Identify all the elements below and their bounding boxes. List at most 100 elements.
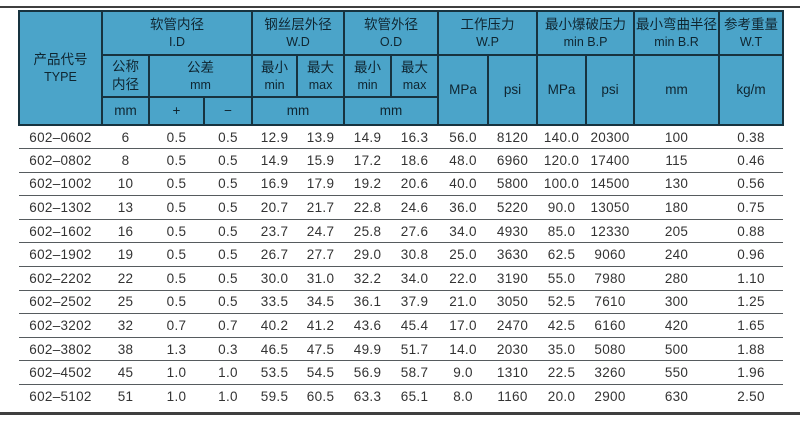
- value-cell: 500: [634, 337, 720, 362]
- product-code-cell: 602–5102: [29, 389, 92, 405]
- value-cell: 35.0: [537, 337, 587, 362]
- value-cell: 32: [102, 313, 149, 338]
- value-cell: 3190: [488, 266, 538, 291]
- value-cell: 630: [664, 389, 689, 405]
- value-cell: 1.25: [719, 290, 784, 315]
- header-wd-min-zh: 最小: [261, 60, 289, 76]
- value-cell: 0.5: [149, 290, 204, 315]
- value-cell: 6960: [488, 148, 538, 173]
- value-cell: 0.46: [719, 148, 784, 173]
- value-cell: 1.0: [204, 360, 253, 386]
- header-wt-en: W.T: [739, 34, 763, 49]
- table-header: 产品代号 TYPE 软管内径 I.D 钢丝层外径 W.D 软管外径 O.D 工作…: [18, 10, 785, 126]
- value-cell: 0.56: [719, 172, 784, 197]
- value-cell: 49.9: [344, 337, 392, 362]
- value-cell: 2030: [488, 337, 538, 362]
- value-cell: 20.0: [547, 389, 576, 405]
- value-cell: 10: [102, 172, 149, 197]
- table-row: 602–5102 51 1.0 1.0 59.5 60.5 63.3 65.1 8.0 1160 2…: [19, 385, 783, 409]
- value-cell: 8120: [488, 125, 538, 150]
- value-cell: 37.9: [391, 290, 439, 315]
- table-row: 602–0602 6 0.5 0.5 12.9 13.9 14.9 16.3 56.0 8120 1…: [19, 125, 784, 150]
- value-cell: 33.5: [252, 290, 298, 315]
- value-cell: 24.7: [297, 219, 345, 244]
- value-cell: 0.88: [719, 219, 784, 244]
- header-id-tolerance-line1: 公差: [187, 60, 215, 76]
- value-cell: 8.0: [453, 389, 473, 405]
- value-cell: 59.5: [260, 389, 289, 405]
- value-cell: 52.5: [537, 290, 587, 315]
- value-cell: 63.3: [353, 389, 382, 405]
- header-group-od: 软管外径 O.D: [343, 10, 440, 56]
- value-cell: 9.0: [438, 360, 489, 386]
- value-cell: 36.0: [438, 195, 489, 220]
- value-cell: 1.0: [218, 389, 238, 405]
- value-cell: 8: [102, 148, 149, 173]
- value-cell: 55.0: [537, 266, 587, 291]
- header-od-zh: 软管外径: [364, 17, 419, 33]
- value-cell: 51.7: [391, 337, 439, 362]
- value-cell: 2.50: [737, 389, 765, 405]
- value-cell: 7610: [586, 290, 635, 315]
- value-cell: 51: [117, 389, 134, 405]
- value-cell: 12.9: [252, 125, 298, 150]
- value-cell: 21.0: [438, 290, 489, 315]
- product-code-cell: 602–0602: [19, 125, 102, 150]
- value-cell: 1.3: [149, 337, 204, 362]
- header-wp-en: W.P: [476, 34, 499, 49]
- product-code-cell: 602–1002: [19, 172, 102, 197]
- header-group-wd: 钢丝层外径 W.D: [251, 10, 346, 56]
- header-wd-en: W.D: [286, 34, 310, 49]
- value-cell: 14.0: [438, 337, 489, 362]
- value-cell: 25.8: [344, 219, 392, 244]
- header-od-en: O.D: [379, 34, 403, 49]
- value-cell: 1.88: [719, 337, 784, 362]
- value-cell: 0.5: [149, 195, 204, 220]
- value-cell: 1160: [497, 389, 528, 405]
- value-cell: 9060: [586, 242, 635, 268]
- value-cell: 47.5: [297, 337, 345, 362]
- value-cell: 27.6: [391, 219, 439, 244]
- header-product-code-zh: 产品代号: [33, 52, 88, 68]
- value-cell: 29.0: [344, 242, 392, 268]
- value-cell: 0.5: [149, 219, 204, 244]
- product-code-cell: 602–1602: [19, 219, 102, 244]
- value-cell: 65.1: [400, 389, 429, 405]
- value-cell: 1.96: [719, 360, 784, 386]
- value-cell: 13050: [586, 195, 635, 220]
- value-cell: 54.5: [297, 360, 345, 386]
- value-cell: 6160: [586, 313, 635, 338]
- value-cell: 16.3: [391, 125, 439, 150]
- value-cell: 100.0: [537, 172, 587, 197]
- header-id-nominal-line1: 公称: [112, 59, 139, 75]
- value-cell: 40.0: [438, 172, 489, 197]
- value-cell: 5800: [488, 172, 538, 197]
- value-cell: 26.7: [252, 242, 298, 268]
- value-cell: 0.7: [149, 313, 204, 338]
- value-cell: 0.5: [149, 172, 204, 197]
- value-cell: 46.5: [252, 337, 298, 362]
- value-cell: 0.5: [204, 125, 253, 150]
- table-row: 602–1302 13 0.5 0.5 20.7 21.7 22.8 24.6 36.0 5220…: [19, 195, 784, 220]
- value-cell: 1310: [488, 360, 538, 386]
- value-cell: 22.5: [537, 360, 587, 386]
- value-cell: 0.5: [204, 172, 253, 197]
- value-cell: 18.6: [391, 148, 439, 173]
- header-wd-max-zh: 最大: [307, 60, 335, 76]
- value-cell: 20.6: [391, 172, 439, 197]
- value-cell: 19: [102, 242, 149, 268]
- value-cell: 32.2: [344, 266, 392, 291]
- value-cell: 85.0: [537, 219, 587, 244]
- header-wd-zh: 钢丝层外径: [264, 17, 332, 33]
- value-cell: 0.5: [149, 242, 204, 268]
- value-cell: 31.0: [297, 266, 345, 291]
- value-cell: 15.9: [297, 148, 345, 173]
- value-cell: 25.0: [438, 242, 489, 268]
- value-cell: 58.7: [391, 360, 439, 386]
- header-br-en: min B.R: [654, 34, 699, 49]
- hose-spec-table: 产品代号 TYPE 软管内径 I.D 钢丝层外径 W.D 软管外径 O.D 工作…: [18, 10, 785, 409]
- value-cell: 1.65: [719, 313, 784, 338]
- value-cell: 17.0: [438, 313, 489, 338]
- header-wd-max-en: max: [308, 77, 333, 92]
